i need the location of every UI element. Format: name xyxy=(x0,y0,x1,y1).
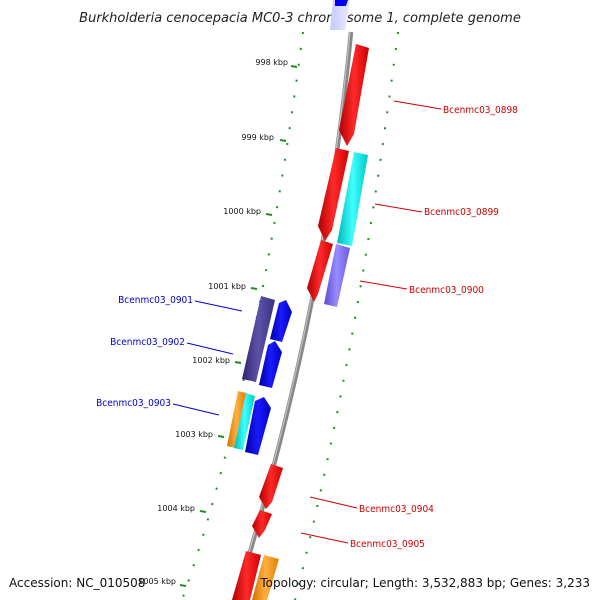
tick-mark xyxy=(279,139,287,142)
tick-label: 1003 kbp xyxy=(175,430,213,439)
accession-text: Accession: NC_010508 xyxy=(9,576,145,590)
gene-0902-blue xyxy=(259,341,282,388)
gene-0903-cyan xyxy=(234,393,255,450)
tick-mark xyxy=(290,65,298,68)
tick-label: 1000 kbp xyxy=(223,207,261,216)
tick-mark xyxy=(217,435,225,438)
leader-line xyxy=(393,100,442,110)
tick-label: 998 kbp xyxy=(255,58,288,67)
gene-label-0898[interactable]: Bcenmc03_0898 xyxy=(443,105,518,116)
inner-dotted-track xyxy=(181,31,304,600)
tick-label: 1004 kbp xyxy=(157,504,195,513)
gene-0900-red xyxy=(307,240,333,302)
leader-line xyxy=(359,280,408,290)
tick-label: 1001 kbp xyxy=(208,282,246,291)
tick-label: 1005 kbp xyxy=(138,577,176,586)
leader-line xyxy=(172,403,220,416)
gene-0899 xyxy=(318,148,349,241)
gene-label-0904[interactable]: Bcenmc03_0904 xyxy=(359,504,434,515)
tick-label: 999 kbp xyxy=(241,133,274,142)
map-title: Burkholderia cenocepacia MC0-3 chromosom… xyxy=(79,11,521,26)
leader-line xyxy=(309,496,358,509)
tick-mark xyxy=(265,213,273,216)
gene-label-0900[interactable]: Bcenmc03_0900 xyxy=(409,285,484,296)
leader-line xyxy=(374,203,423,213)
gene-0905 xyxy=(252,510,272,538)
gene-partial-top-blue xyxy=(335,0,348,6)
gene-0898 xyxy=(339,44,369,146)
gene-label-0903[interactable]: Bcenmc03_0903 xyxy=(96,398,171,409)
gene-0899-cyan xyxy=(337,152,368,246)
tick-group: 998 kbp 999 kbp 1000 kbp 1001 kbp 1002 k… xyxy=(138,58,298,587)
gene-0903-blue xyxy=(245,397,271,455)
gene-0901-blue xyxy=(270,300,292,342)
gene-0901-slate xyxy=(242,296,275,382)
gene-label-0905[interactable]: Bcenmc03_0905 xyxy=(350,539,425,550)
genome-backbone xyxy=(233,31,354,600)
gene-partial-top xyxy=(330,0,350,30)
gene-0900-lavender xyxy=(324,244,350,307)
gene-0903-orange xyxy=(227,391,246,448)
leader-line xyxy=(194,300,243,312)
tick-label: 1002 kbp xyxy=(192,356,230,365)
leader-line xyxy=(300,532,349,544)
gene-0904 xyxy=(259,464,283,509)
tick-mark xyxy=(179,584,187,587)
gene-label-0902[interactable]: Bcenmc03_0902 xyxy=(110,337,185,348)
tick-mark xyxy=(234,361,242,364)
genome-backbone-highlight xyxy=(234,31,351,600)
gene-label-0899[interactable]: Bcenmc03_0899 xyxy=(424,207,499,218)
leader-line xyxy=(186,342,234,355)
tick-mark xyxy=(250,287,258,290)
topology-text: Topology: circular; Length: 3,532,883 bp… xyxy=(259,576,590,590)
tick-mark xyxy=(199,510,207,513)
gene-bottom-orange xyxy=(252,555,279,600)
gene-label-0901[interactable]: Bcenmc03_0901 xyxy=(118,295,193,306)
gene-bottom-red xyxy=(232,551,261,600)
